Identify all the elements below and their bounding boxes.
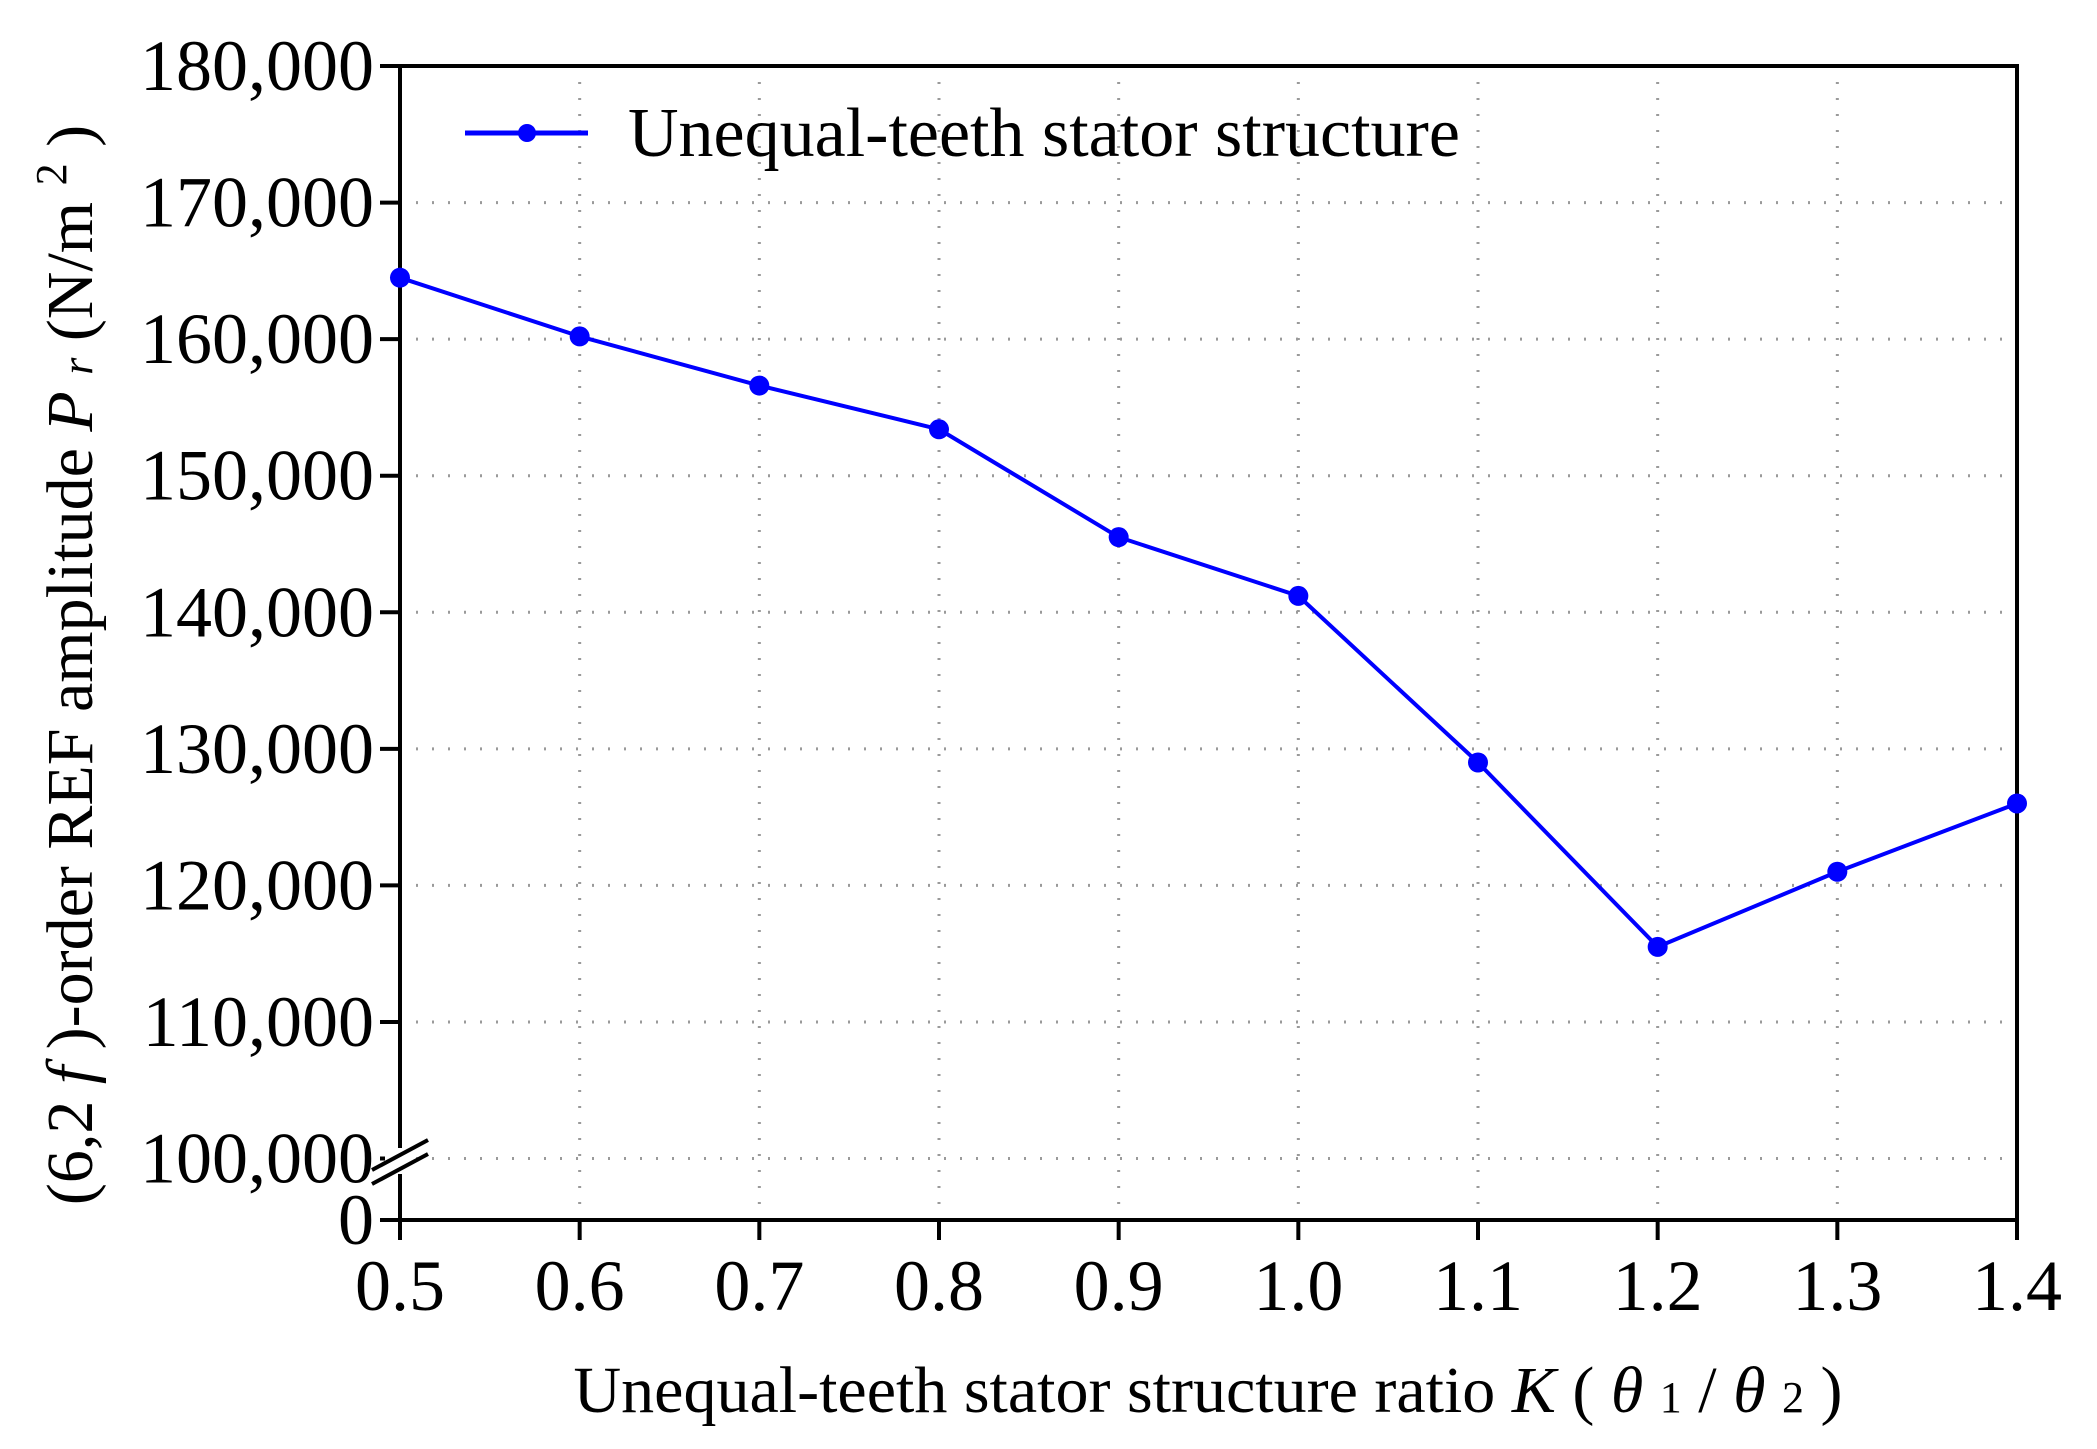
y-axis-title-open: (6,2 xyxy=(34,1101,107,1205)
data-point xyxy=(2007,793,2027,814)
data-point xyxy=(1288,585,1309,606)
x-tick-label: 1.3 xyxy=(1792,1246,1882,1326)
y-axis-title: (6,2 f )-order REF amplitude P r (N/m 2 … xyxy=(8,125,107,1205)
x-axis-title: Unequal-teeth stator structure ratio K (… xyxy=(574,1354,1843,1427)
y-axis-title-unit-close: ) xyxy=(34,125,107,147)
y-axis-title-rest: )-order REF amplitude xyxy=(34,432,107,1050)
y-tick-label: 150,000 xyxy=(140,436,374,516)
plot-frame xyxy=(398,64,2019,1222)
y-axis-title-r: r xyxy=(53,357,102,375)
y-tick-label: 100,000 xyxy=(140,1119,374,1199)
y-axis-title-unit-open: (N/m xyxy=(34,202,107,341)
y-axis-title-f: f xyxy=(34,1058,107,1084)
x-axis-title-theta1: θ xyxy=(1611,1354,1643,1427)
axis-break-mark-2 xyxy=(371,1152,429,1186)
x-axis-title-theta2: θ xyxy=(1733,1354,1765,1427)
axis-break-mark-1 xyxy=(371,1138,429,1172)
y-tick-label-zero: 0 xyxy=(338,1180,374,1260)
x-tick-label: 1.0 xyxy=(1253,1246,1343,1326)
y-tick-label: 170,000 xyxy=(140,163,374,243)
y-axis-break xyxy=(371,1138,429,1186)
legend-marker xyxy=(518,124,536,142)
x-tick-label: 1.4 xyxy=(1972,1246,2062,1326)
y-tick-label: 180,000 xyxy=(140,26,374,106)
data-point xyxy=(390,267,410,288)
x-tick-label: 0.6 xyxy=(535,1246,625,1326)
y-tick-label: 120,000 xyxy=(140,845,374,925)
x-tick-label: 1.2 xyxy=(1613,1246,1703,1326)
y-ticks: 100,000 110,000 120,000 130,000 140,000 150,0… xyxy=(140,26,400,1260)
y-axis-title-unit-sup: 2 xyxy=(27,163,76,185)
x-axis-title-paren-close: ) xyxy=(1821,1354,1843,1427)
y-axis-title-p: P xyxy=(34,391,107,432)
y-tick-label: 110,000 xyxy=(143,982,374,1062)
x-axis-title-slash: / xyxy=(1698,1354,1717,1427)
x-axis-title-sub2: 2 xyxy=(1782,1373,1804,1422)
x-axis-title-prefix: Unequal-teeth stator structure ratio xyxy=(574,1354,1512,1427)
x-axis-title-sub1: 1 xyxy=(1660,1373,1682,1422)
data-point xyxy=(749,375,770,396)
y-tick-label: 130,000 xyxy=(140,709,374,789)
data-point xyxy=(1468,752,1488,773)
legend-label: Unequal-teeth stator structure xyxy=(628,95,1460,172)
x-tick-label: 1.1 xyxy=(1433,1246,1523,1326)
x-axis-title-symbol: K xyxy=(1511,1354,1559,1427)
x-tick-label: 0.7 xyxy=(714,1246,804,1326)
y-tick-label: 160,000 xyxy=(140,299,374,379)
data-point xyxy=(929,419,949,440)
x-tick-label: 0.8 xyxy=(894,1246,984,1326)
data-point xyxy=(1827,861,1848,882)
x-axis-title-paren-open: ( xyxy=(1572,1354,1594,1427)
x-tick-label: 0.5 xyxy=(355,1246,445,1326)
data-point xyxy=(1108,527,1129,548)
grid xyxy=(400,66,2017,1220)
x-ticks: 0.5 0.6 0.7 0.8 0.9 1.0 1.1 1.2 1.3 1.4 xyxy=(355,1220,2062,1326)
y-tick-label: 140,000 xyxy=(140,572,374,652)
series-line xyxy=(399,275,2018,949)
x-tick-label: 0.9 xyxy=(1074,1246,1164,1326)
series-layer xyxy=(390,267,2027,957)
legend: Unequal-teeth stator structure xyxy=(465,95,1460,172)
data-point xyxy=(569,326,590,347)
data-point xyxy=(1647,936,1668,957)
